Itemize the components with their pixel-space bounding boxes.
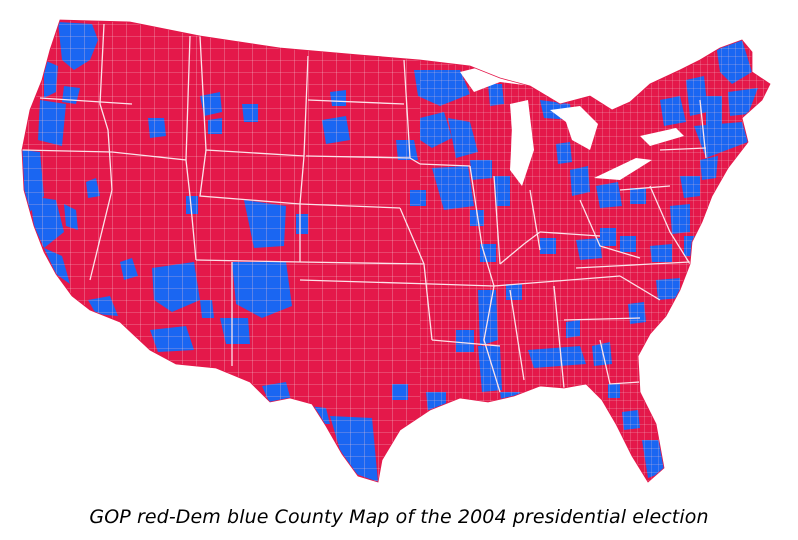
map-caption: GOP red-Dem blue County Map of the 2004 … [89,506,709,528]
lake-erie [594,158,652,180]
lake-ontario [640,128,684,146]
lake-huron [550,106,598,150]
great-lakes [460,62,684,186]
lake-michigan [510,100,534,186]
lake-superior [460,62,540,92]
us-outline [21,19,771,483]
county-boundaries-west [22,20,420,482]
county-election-map [21,19,771,483]
state-boundaries [22,23,707,393]
